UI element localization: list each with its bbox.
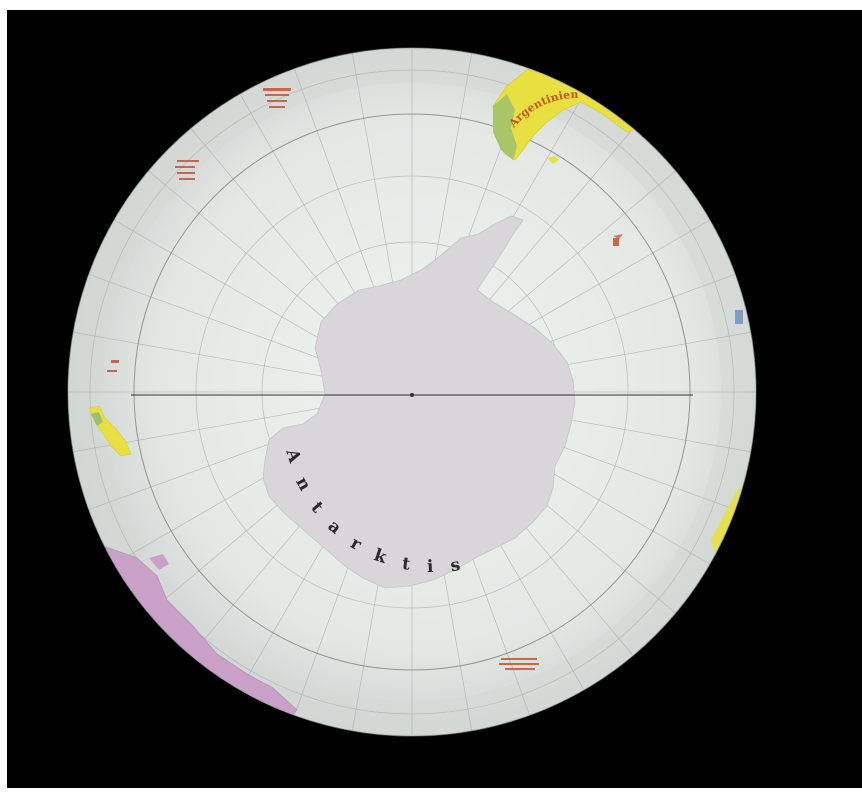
globe-rim: [67, 47, 757, 737]
south-america-lowland: [493, 94, 517, 160]
south-pole-marker: [410, 393, 414, 397]
new-zealand-north: [91, 412, 103, 426]
meridian-line: [148, 170, 355, 344]
meridian-line: [294, 68, 387, 321]
globe[interactable]: Antarktis Argentinien: [7, 10, 862, 788]
right-edge-island: [735, 310, 743, 324]
antarctica-landmass[interactable]: [262, 215, 576, 589]
south-georgia: [613, 234, 623, 239]
meridian-line: [73, 331, 338, 380]
minor-island-labels: [107, 88, 619, 670]
antarctic-circle: [133, 113, 691, 671]
meridian-line: [351, 53, 400, 318]
falkland-islands: [547, 156, 559, 164]
map-viewport[interactable]: Antarktis Argentinien: [7, 10, 862, 788]
meridian-line: [190, 128, 364, 335]
meridian-line: [88, 274, 341, 367]
madagascar-region: [747, 294, 756, 314]
tasmania-region: [149, 554, 169, 570]
